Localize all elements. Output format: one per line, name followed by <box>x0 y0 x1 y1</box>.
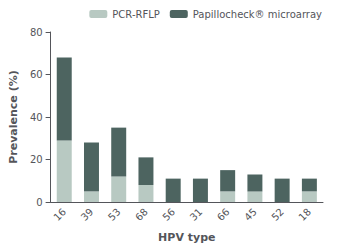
svg-text:Prevalence (%): Prevalence (%) <box>7 70 20 164</box>
svg-text:40: 40 <box>30 112 43 123</box>
svg-text:0: 0 <box>36 197 42 208</box>
svg-text:31: 31 <box>188 206 205 223</box>
svg-text:80: 80 <box>30 27 43 38</box>
svg-text:Papillocheck® microarray: Papillocheck® microarray <box>193 9 322 20</box>
svg-text:20: 20 <box>30 154 43 165</box>
svg-text:45: 45 <box>242 206 259 223</box>
svg-text:39: 39 <box>79 206 96 223</box>
svg-text:68: 68 <box>133 206 150 223</box>
svg-text:60: 60 <box>30 69 43 80</box>
svg-text:HPV type: HPV type <box>158 231 215 244</box>
svg-text:52: 52 <box>269 206 286 223</box>
svg-text:66: 66 <box>215 206 232 223</box>
svg-text:18: 18 <box>296 206 313 223</box>
svg-text:53: 53 <box>106 206 123 223</box>
svg-text:56: 56 <box>160 206 177 223</box>
svg-text:PCR-RFLP: PCR-RFLP <box>112 9 159 20</box>
svg-text:16: 16 <box>51 206 68 223</box>
